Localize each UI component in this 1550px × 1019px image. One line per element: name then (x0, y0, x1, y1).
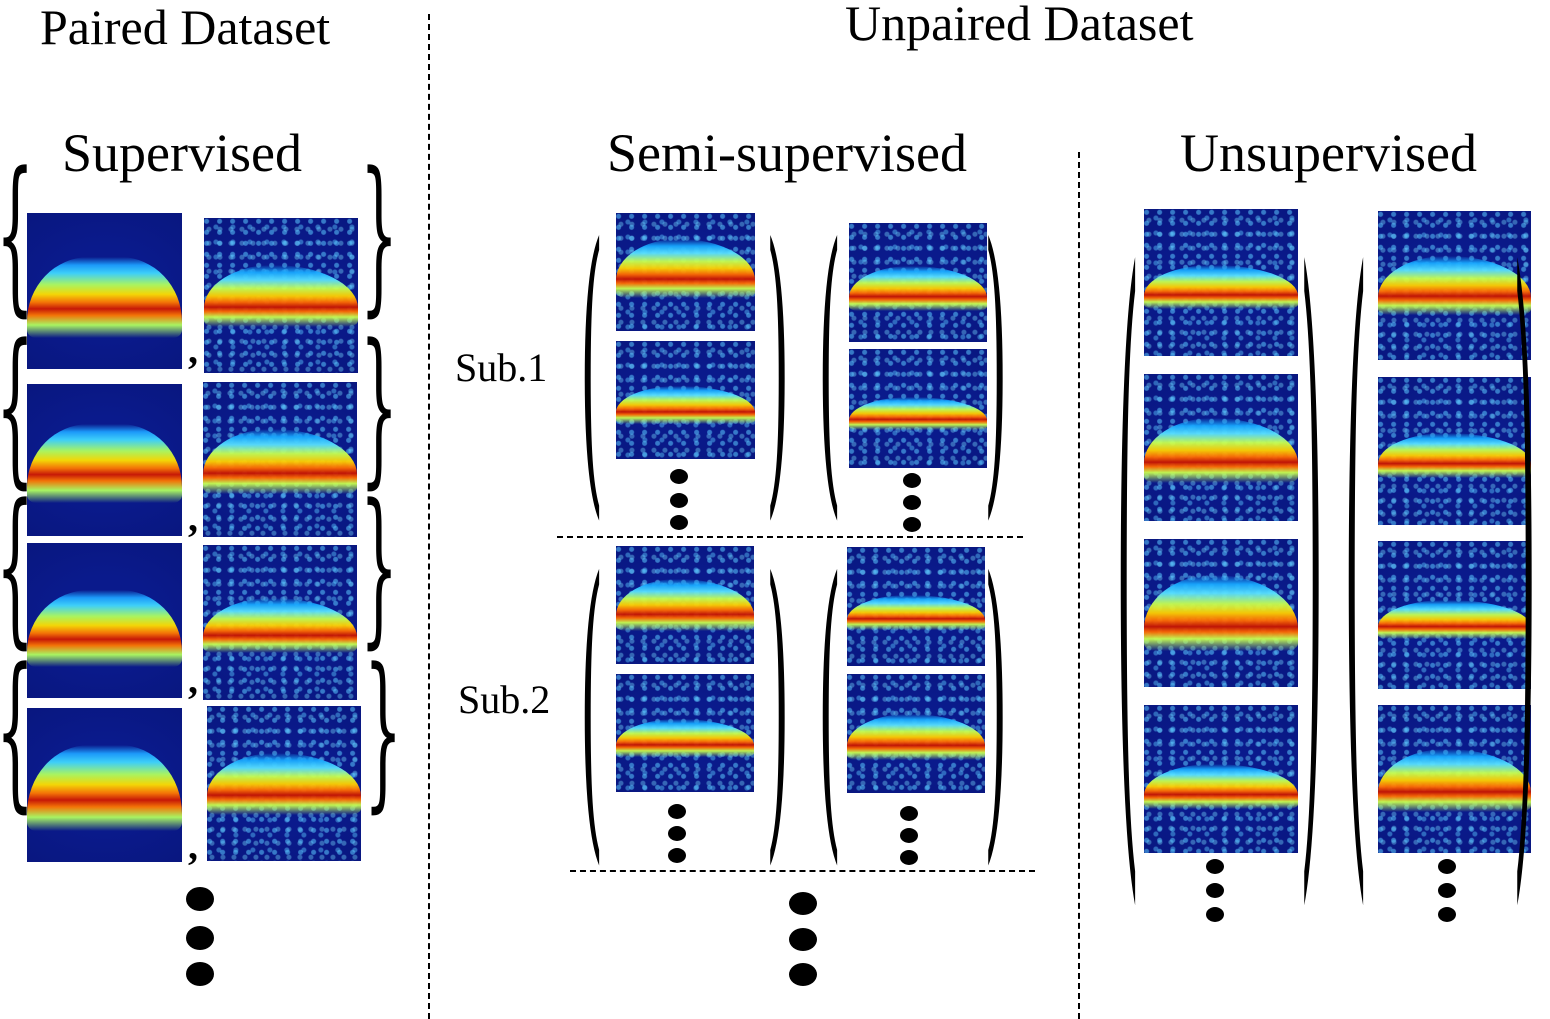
ellipsis-dot (903, 495, 921, 510)
ultrasound-image (616, 213, 755, 331)
ellipsis-dot (668, 848, 686, 863)
ultrasound-image (849, 349, 987, 468)
left-brace: ( (1344, 146, 1368, 972)
ellipsis-dot (186, 962, 214, 986)
ultrasound-image (1144, 705, 1298, 853)
ellipsis-dot (900, 828, 918, 843)
sub1-sub2-divider (557, 536, 1023, 538)
ultrasound-image (616, 341, 755, 459)
pair-comma: , (188, 823, 198, 868)
right-brace: } (360, 138, 399, 334)
right-brace: ) (1300, 146, 1324, 972)
right-brace: } (364, 634, 403, 830)
left-brace: ( (818, 518, 842, 896)
ellipsis-dot (670, 469, 688, 484)
supervised-title: Supervised (62, 123, 302, 183)
ellipsis-dot (1206, 859, 1224, 874)
radar-spectrogram-image (27, 213, 182, 369)
ellipsis-dot (186, 926, 214, 950)
right-brace: ) (984, 186, 1008, 550)
semi-supervised-title: Semi-supervised (607, 123, 967, 183)
ellipsis-dot (668, 804, 686, 819)
ultrasound-image (616, 546, 754, 664)
right-brace: } (360, 470, 399, 666)
radar-spectrogram-image (27, 708, 182, 862)
ultrasound-image (1144, 374, 1298, 521)
ellipsis-dot (1438, 883, 1456, 898)
ultrasound-image (1144, 209, 1298, 356)
ellipsis-dot (668, 826, 686, 841)
pair-comma: , (188, 495, 198, 540)
left-brace: ( (1116, 146, 1140, 972)
unsupervised-title: Unsupervised (1180, 123, 1477, 183)
ultrasound-image (203, 545, 357, 700)
sub2-end-divider (570, 870, 1035, 872)
ellipsis-dot (186, 887, 214, 911)
ellipsis-dot (903, 473, 921, 488)
ellipsis-dot (670, 493, 688, 508)
right-brace: ) (766, 186, 790, 550)
ellipsis-dot (903, 517, 921, 532)
ultrasound-image (1378, 211, 1531, 360)
ultrasound-image (849, 223, 987, 342)
ellipsis-dot (900, 850, 918, 865)
right-brace: ) (984, 518, 1008, 896)
ultrasound-image (1144, 539, 1298, 687)
ultrasound-image (847, 547, 985, 666)
left-brace: ( (818, 186, 842, 550)
ultrasound-image (207, 706, 361, 861)
ellipsis-dot (789, 928, 817, 951)
ellipsis-dot (1438, 859, 1456, 874)
ultrasound-image (1378, 377, 1531, 525)
right-brace: ) (1513, 146, 1537, 972)
ultrasound-image (616, 674, 754, 792)
ellipsis-dot (900, 806, 918, 821)
pair-comma: , (188, 327, 198, 372)
ellipsis-dot (789, 892, 817, 915)
ellipsis-dot (789, 963, 817, 986)
right-brace: ) (766, 518, 790, 896)
section-divider (428, 14, 430, 1019)
ultrasound-image (204, 218, 358, 373)
sub2-label: Sub.2 (458, 677, 551, 722)
sub1-label: Sub.1 (455, 345, 548, 390)
left-brace: ( (580, 186, 604, 550)
radar-spectrogram-image (27, 384, 182, 536)
ellipsis-dot (670, 515, 688, 530)
left-brace: ( (580, 518, 604, 896)
unpaired-dataset-title: Unpaired Dataset (845, 0, 1194, 51)
radar-spectrogram-image (27, 543, 182, 698)
ellipsis-dot (1438, 907, 1456, 922)
right-brace: } (360, 310, 399, 506)
pair-comma: , (188, 657, 198, 702)
paired-dataset-title: Paired Dataset (40, 0, 331, 55)
ultrasound-image (1378, 705, 1531, 853)
ultrasound-image (847, 674, 985, 793)
ellipsis-dot (1206, 883, 1224, 898)
ultrasound-image (1378, 541, 1531, 689)
subsection-divider (1078, 152, 1080, 1019)
ultrasound-image (203, 382, 357, 537)
ellipsis-dot (1206, 907, 1224, 922)
